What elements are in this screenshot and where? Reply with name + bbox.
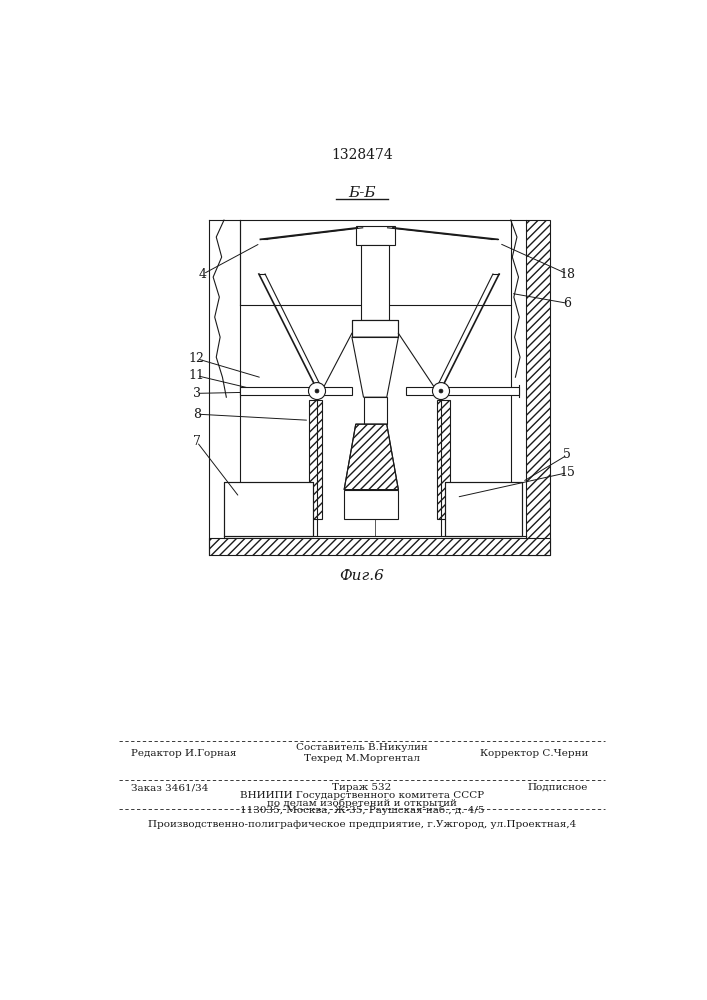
Bar: [445, 482, 457, 536]
Bar: [209, 538, 549, 555]
Text: Редактор И.Горная: Редактор И.Горная: [131, 749, 237, 758]
Text: Составитель В.Никулин: Составитель В.Никулин: [296, 743, 428, 752]
Text: Производственно-полиграфическое предприятие, г.Ужгород, ул.Проектная,4: Производственно-полиграфическое предприя…: [148, 820, 576, 829]
Text: 11: 11: [189, 369, 205, 382]
Bar: [301, 482, 313, 536]
Text: 6: 6: [563, 297, 571, 310]
Polygon shape: [352, 337, 398, 397]
Text: Б-Б: Б-Б: [348, 186, 375, 200]
Bar: [309, 400, 322, 519]
Text: Тираж 532: Тираж 532: [332, 783, 392, 792]
Bar: [352, 320, 398, 337]
Text: 7: 7: [193, 435, 201, 448]
Text: Техред М.Моргентал: Техред М.Моргентал: [304, 754, 420, 763]
Bar: [352, 320, 398, 337]
Bar: [526, 220, 549, 555]
Circle shape: [433, 383, 450, 400]
Bar: [445, 482, 522, 536]
Bar: [437, 400, 450, 519]
Bar: [224, 482, 313, 536]
Text: ВНИИПИ Государственного комитета СССР: ВНИИПИ Государственного комитета СССР: [240, 791, 484, 800]
Bar: [389, 320, 398, 337]
Text: 8: 8: [193, 408, 201, 421]
Text: Заказ 3461/34: Заказ 3461/34: [131, 783, 209, 792]
Text: 5: 5: [563, 448, 571, 461]
Circle shape: [308, 383, 325, 400]
Text: по делам изобретений и открытий: по делам изобретений и открытий: [267, 798, 457, 808]
Bar: [406, 387, 518, 395]
Bar: [240, 387, 352, 395]
Bar: [389, 320, 398, 337]
Circle shape: [315, 389, 319, 393]
Bar: [352, 320, 361, 337]
Bar: [356, 226, 395, 245]
Bar: [352, 320, 361, 337]
Bar: [363, 397, 387, 424]
Bar: [437, 400, 450, 519]
Text: 1328474: 1328474: [331, 148, 393, 162]
Polygon shape: [344, 424, 398, 490]
Text: 3: 3: [193, 387, 201, 400]
Bar: [209, 538, 549, 555]
Bar: [361, 245, 389, 320]
Text: Корректор С.Черни: Корректор С.Черни: [480, 749, 588, 758]
Bar: [445, 482, 522, 536]
Text: 18: 18: [559, 267, 575, 280]
Text: Фиг.6: Фиг.6: [339, 569, 385, 583]
Text: 4: 4: [199, 267, 207, 280]
Text: 15: 15: [559, 466, 575, 479]
Bar: [526, 220, 549, 555]
Text: Подписное: Подписное: [528, 783, 588, 792]
Bar: [224, 482, 313, 536]
Bar: [344, 490, 398, 519]
Text: 113035, Москва, Ж-35, Раушская наб., д. 4/5: 113035, Москва, Ж-35, Раушская наб., д. …: [240, 806, 484, 815]
Circle shape: [439, 389, 443, 393]
Text: 12: 12: [189, 352, 205, 365]
Bar: [309, 400, 322, 519]
Bar: [301, 482, 313, 536]
Bar: [445, 482, 457, 536]
